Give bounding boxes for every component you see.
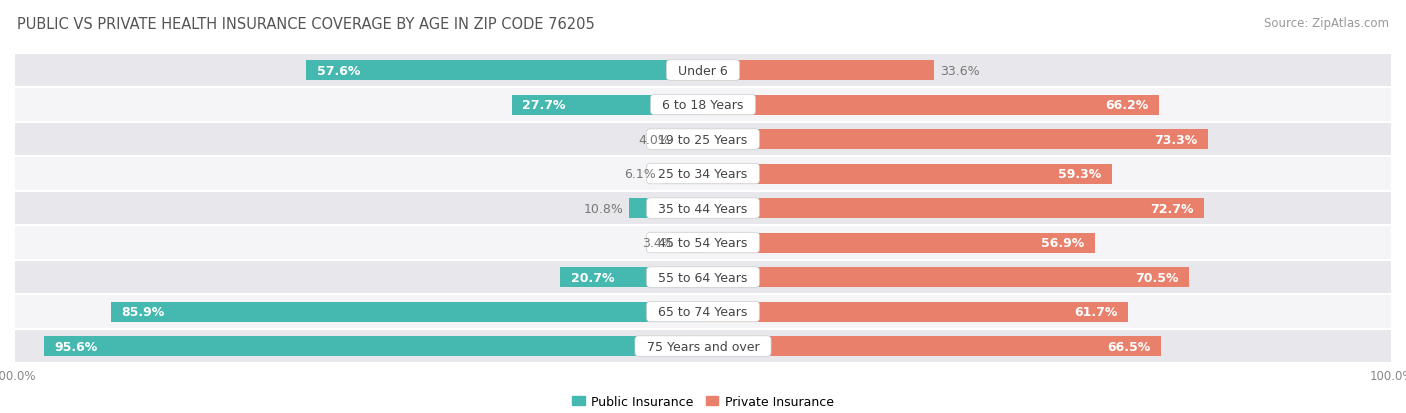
Text: 59.3%: 59.3%: [1057, 168, 1101, 180]
Bar: [14, 123, 1392, 157]
Text: Source: ZipAtlas.com: Source: ZipAtlas.com: [1264, 17, 1389, 29]
Text: PUBLIC VS PRIVATE HEALTH INSURANCE COVERAGE BY AGE IN ZIP CODE 76205: PUBLIC VS PRIVATE HEALTH INSURANCE COVER…: [17, 17, 595, 31]
Text: Under 6: Under 6: [671, 64, 735, 77]
Bar: [14, 260, 1392, 294]
Text: 20.7%: 20.7%: [571, 271, 614, 284]
Bar: [14, 54, 1392, 88]
Bar: [628, 199, 703, 218]
Text: 85.9%: 85.9%: [121, 305, 165, 318]
Bar: [679, 233, 703, 253]
Text: 65 to 74 Years: 65 to 74 Years: [651, 305, 755, 318]
Text: 3.4%: 3.4%: [643, 237, 673, 249]
Bar: [703, 61, 935, 81]
Text: 33.6%: 33.6%: [941, 64, 980, 77]
Text: 57.6%: 57.6%: [316, 64, 360, 77]
Text: 25 to 34 Years: 25 to 34 Years: [651, 168, 755, 180]
Bar: [703, 95, 1159, 115]
Text: 19 to 25 Years: 19 to 25 Years: [651, 133, 755, 146]
Bar: [14, 329, 1392, 363]
Legend: Public Insurance, Private Insurance: Public Insurance, Private Insurance: [567, 390, 839, 413]
Bar: [703, 302, 1128, 322]
Text: 61.7%: 61.7%: [1074, 305, 1118, 318]
Bar: [703, 233, 1095, 253]
Bar: [661, 164, 703, 184]
Text: 6.1%: 6.1%: [624, 168, 655, 180]
Bar: [703, 268, 1188, 287]
Bar: [45, 336, 703, 356]
Text: 75 Years and over: 75 Years and over: [638, 340, 768, 353]
Bar: [703, 336, 1161, 356]
Text: 66.2%: 66.2%: [1105, 99, 1149, 112]
Bar: [14, 191, 1392, 226]
Text: 35 to 44 Years: 35 to 44 Years: [651, 202, 755, 215]
Text: 72.7%: 72.7%: [1150, 202, 1194, 215]
Bar: [111, 302, 703, 322]
Text: 27.7%: 27.7%: [523, 99, 567, 112]
Bar: [675, 130, 703, 150]
Bar: [307, 61, 703, 81]
Text: 10.8%: 10.8%: [583, 202, 623, 215]
Bar: [14, 226, 1392, 260]
Bar: [703, 199, 1204, 218]
Bar: [512, 95, 703, 115]
Text: 45 to 54 Years: 45 to 54 Years: [651, 237, 755, 249]
Text: 55 to 64 Years: 55 to 64 Years: [651, 271, 755, 284]
Text: 4.0%: 4.0%: [638, 133, 669, 146]
Bar: [14, 157, 1392, 191]
Text: 73.3%: 73.3%: [1154, 133, 1198, 146]
Text: 66.5%: 66.5%: [1108, 340, 1152, 353]
Text: 6 to 18 Years: 6 to 18 Years: [654, 99, 752, 112]
Text: 70.5%: 70.5%: [1135, 271, 1178, 284]
Bar: [14, 88, 1392, 123]
Bar: [703, 164, 1112, 184]
Bar: [561, 268, 703, 287]
Text: 56.9%: 56.9%: [1042, 237, 1084, 249]
Bar: [703, 130, 1208, 150]
Text: 95.6%: 95.6%: [55, 340, 98, 353]
Bar: [14, 294, 1392, 329]
